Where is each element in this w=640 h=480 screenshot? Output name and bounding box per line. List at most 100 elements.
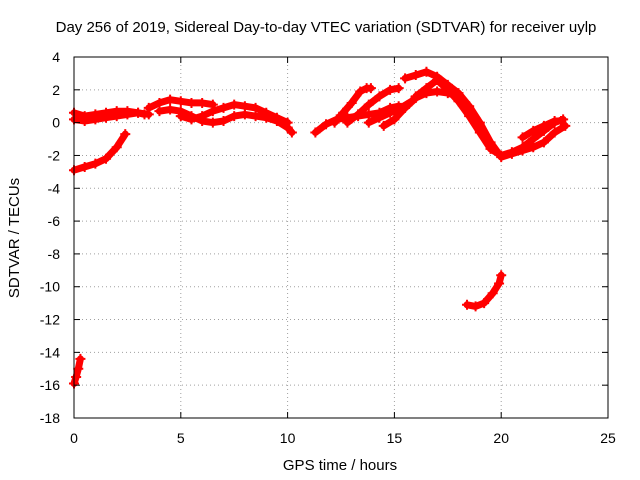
series-track-j bbox=[342, 83, 404, 128]
chart-title: Day 256 of 2019, Sidereal Day-to-day VTE… bbox=[56, 19, 597, 36]
y-tick-label: -2 bbox=[48, 147, 61, 163]
data-point-marker bbox=[385, 84, 396, 95]
y-tick-label: -14 bbox=[40, 344, 60, 360]
data-point-marker bbox=[75, 353, 86, 364]
series-layer bbox=[69, 66, 571, 389]
data-point-marker bbox=[186, 114, 197, 125]
y-tick-label: -18 bbox=[40, 410, 60, 426]
data-point-marker bbox=[400, 73, 411, 84]
y-tick-label: -16 bbox=[40, 377, 60, 393]
data-point-marker bbox=[496, 150, 507, 161]
data-point-marker bbox=[207, 117, 218, 128]
data-point-marker bbox=[479, 298, 490, 309]
data-point-marker bbox=[496, 270, 507, 281]
data-point-marker bbox=[400, 102, 411, 113]
series-band bbox=[70, 355, 84, 387]
data-point-marker bbox=[421, 66, 432, 77]
data-point-marker bbox=[139, 109, 150, 120]
data-point-marker bbox=[346, 97, 357, 108]
data-point-marker bbox=[538, 137, 549, 148]
data-point-marker bbox=[487, 288, 498, 299]
data-point-marker bbox=[218, 115, 229, 126]
data-point-marker bbox=[282, 117, 293, 128]
y-tick-label: -4 bbox=[48, 180, 61, 196]
y-tick-label: -8 bbox=[48, 246, 61, 262]
data-point-marker bbox=[90, 114, 101, 125]
x-tick-label: 20 bbox=[493, 430, 509, 446]
data-point-marker bbox=[329, 117, 340, 128]
data-point-marker bbox=[517, 142, 528, 153]
data-point-marker bbox=[165, 94, 176, 105]
y-tick-label: -10 bbox=[40, 279, 60, 295]
data-point-marker bbox=[310, 127, 321, 138]
x-axis-title: GPS time / hours bbox=[283, 457, 397, 474]
data-point-marker bbox=[239, 101, 250, 112]
y-tick-label: 2 bbox=[52, 82, 60, 98]
data-point-marker bbox=[353, 109, 364, 120]
x-tick-label: 10 bbox=[280, 430, 296, 446]
data-point-marker bbox=[218, 102, 229, 113]
plot-frame bbox=[73, 56, 609, 419]
data-point-marker bbox=[378, 120, 389, 131]
data-point-marker bbox=[393, 83, 404, 94]
data-point-marker bbox=[410, 70, 421, 81]
data-point-marker bbox=[122, 109, 133, 120]
data-point-marker bbox=[485, 143, 496, 154]
series-track-n bbox=[410, 74, 569, 161]
data-point-marker bbox=[79, 161, 90, 172]
data-point-marker bbox=[175, 111, 186, 122]
series-band bbox=[401, 68, 569, 161]
y-tick-label: -6 bbox=[48, 213, 61, 229]
data-point-marker bbox=[101, 112, 112, 123]
series-track-m bbox=[400, 66, 571, 163]
series-track-e bbox=[143, 94, 218, 113]
grid-layer bbox=[74, 57, 608, 418]
y-tick-label: 0 bbox=[52, 115, 60, 131]
data-point-marker bbox=[197, 111, 208, 122]
data-point-marker bbox=[432, 86, 443, 97]
data-point-marker bbox=[175, 96, 186, 107]
data-point-marker bbox=[250, 102, 261, 113]
data-point-marker bbox=[494, 278, 505, 289]
data-point-marker bbox=[90, 158, 101, 169]
data-point-marker bbox=[207, 106, 218, 117]
data-point-marker bbox=[556, 115, 567, 126]
data-point-marker bbox=[229, 99, 240, 110]
data-point-marker bbox=[165, 104, 176, 115]
data-point-marker bbox=[229, 111, 240, 122]
data-point-marker bbox=[474, 127, 485, 138]
data-point-marker bbox=[363, 99, 374, 110]
data-point-marker bbox=[421, 83, 432, 94]
data-point-marker bbox=[261, 107, 272, 118]
data-point-marker bbox=[133, 107, 144, 118]
data-point-marker bbox=[186, 97, 197, 108]
data-point-marker bbox=[271, 112, 282, 123]
data-point-marker bbox=[338, 107, 349, 118]
x-tick-label: 0 bbox=[70, 430, 78, 446]
y-tick-label: 4 bbox=[52, 49, 60, 65]
data-point-marker bbox=[197, 97, 208, 108]
data-point-marker bbox=[154, 106, 165, 117]
x-tick-label: 25 bbox=[600, 430, 616, 446]
x-tick-label: 5 bbox=[177, 430, 185, 446]
data-point-marker bbox=[71, 371, 82, 382]
data-point-marker bbox=[538, 120, 549, 131]
data-point-marker bbox=[286, 127, 297, 138]
data-point-marker bbox=[101, 153, 112, 164]
series-track-g bbox=[175, 99, 293, 128]
data-point-marker bbox=[385, 107, 396, 118]
data-point-marker bbox=[517, 132, 528, 143]
data-point-marker bbox=[111, 142, 122, 153]
data-point-marker bbox=[470, 301, 481, 312]
data-point-marker bbox=[462, 299, 473, 310]
data-point-marker bbox=[355, 86, 366, 97]
data-point-marker bbox=[321, 119, 332, 130]
data-point-marker bbox=[549, 127, 560, 138]
data-point-marker bbox=[442, 84, 453, 95]
data-point-marker bbox=[410, 91, 421, 102]
data-point-marker bbox=[374, 112, 385, 123]
data-point-marker bbox=[389, 114, 400, 125]
data-point-marker bbox=[143, 102, 154, 113]
